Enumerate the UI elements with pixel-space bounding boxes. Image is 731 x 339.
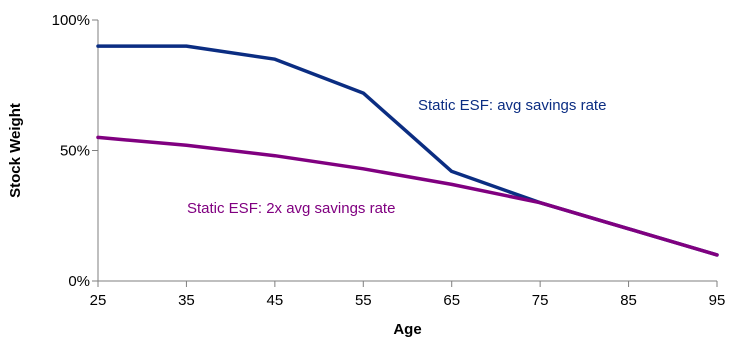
x-tick-label: 65 (443, 292, 460, 309)
x-ticks: 25 35 45 55 65 75 85 95 (90, 281, 726, 309)
series-line (96, 135, 719, 257)
y-tick-label: 50% (60, 143, 90, 160)
x-tick-label: 25 (90, 292, 107, 309)
series-labels: Static ESF: avg savings rate Static ESF: … (187, 97, 606, 217)
x-tick-label: 45 (267, 292, 284, 309)
x-tick-label: 95 (709, 292, 726, 309)
y-axis-title: Stock Weight (7, 103, 24, 198)
x-tick-label: 75 (532, 292, 549, 309)
x-tick-label: 35 (178, 292, 195, 309)
series-line (96, 44, 719, 257)
y-tick-label: 0% (68, 273, 90, 290)
x-axis-title: Age (393, 321, 421, 338)
series-lines (96, 44, 719, 257)
y-tick-label: 100% (52, 12, 90, 29)
x-tick-label: 85 (620, 292, 637, 309)
series-label: Static ESF: avg savings rate (418, 97, 606, 114)
series-label: Static ESF: 2x avg savings rate (187, 200, 395, 217)
y-ticks: 0% 50% 100% (52, 12, 98, 290)
x-tick-label: 55 (355, 292, 372, 309)
